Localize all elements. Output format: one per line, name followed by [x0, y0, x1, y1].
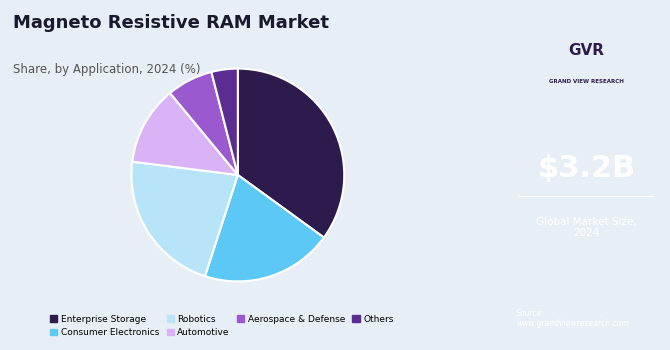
- Wedge shape: [205, 175, 324, 281]
- Legend: Enterprise Storage, Consumer Electronics, Robotics, Automotive, Aerospace & Defe: Enterprise Storage, Consumer Electronics…: [46, 311, 397, 341]
- Text: Global Market Size,
2024: Global Market Size, 2024: [536, 217, 636, 238]
- Wedge shape: [170, 72, 238, 175]
- Text: Source:
www.grandviewresearch.com: Source: www.grandviewresearch.com: [516, 309, 628, 328]
- Text: $3.2B: $3.2B: [537, 154, 635, 182]
- Wedge shape: [238, 69, 344, 238]
- Wedge shape: [212, 69, 238, 175]
- Wedge shape: [132, 93, 238, 175]
- Text: GVR: GVR: [568, 43, 604, 58]
- Text: Magneto Resistive RAM Market: Magneto Resistive RAM Market: [13, 14, 330, 32]
- Text: GRAND VIEW RESEARCH: GRAND VIEW RESEARCH: [549, 78, 624, 84]
- Text: Share, by Application, 2024 (%): Share, by Application, 2024 (%): [13, 63, 201, 76]
- Wedge shape: [131, 162, 238, 276]
